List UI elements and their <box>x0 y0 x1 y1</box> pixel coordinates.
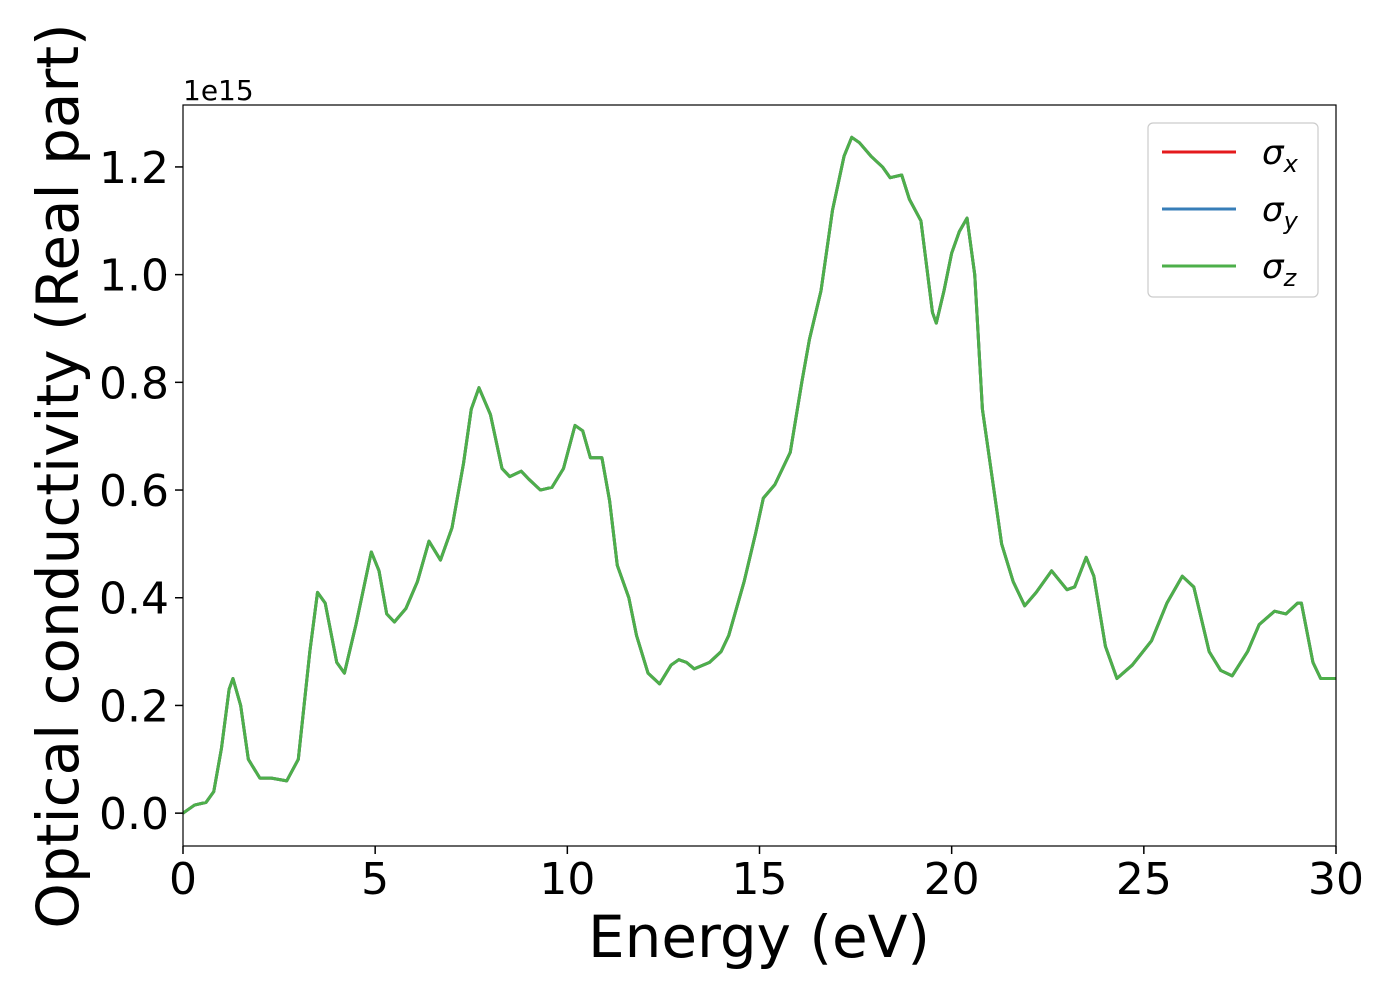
y-tick-label: 0.4 <box>99 574 169 625</box>
y-axis-label: Optical conductivity (Real part) <box>24 23 92 928</box>
x-tick-label: 15 <box>732 854 788 905</box>
x-tick-label: 20 <box>924 854 980 905</box>
x-tick-label: 5 <box>361 854 389 905</box>
x-tick-label: 0 <box>169 854 197 905</box>
y-tick-label: 1.2 <box>99 143 169 194</box>
x-axis-label: Energy (eV) <box>588 903 930 971</box>
y-tick-label: 0.0 <box>99 789 169 840</box>
x-tick-label: 10 <box>539 854 595 905</box>
offset-text: 1e15 <box>183 74 254 107</box>
y-tick-label: 0.8 <box>99 358 169 409</box>
x-tick-label: 25 <box>1116 854 1172 905</box>
data-line <box>183 135 1336 815</box>
plot-frame <box>182 104 1337 847</box>
y-tick-label: 0.2 <box>99 681 169 732</box>
y-tick-label: 0.6 <box>99 466 169 517</box>
x-tick-label: 30 <box>1308 854 1364 905</box>
y-tick-label: 1.0 <box>99 251 169 302</box>
